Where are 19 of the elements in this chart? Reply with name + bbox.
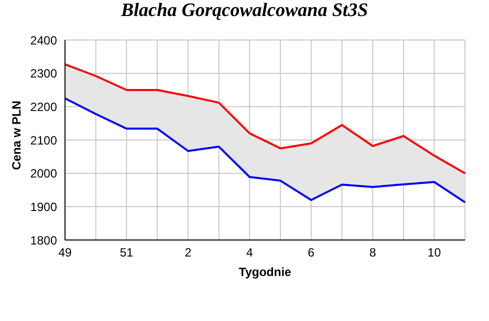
x-tick-label: 6 bbox=[308, 246, 315, 260]
x-tick-label: 49 bbox=[58, 246, 72, 260]
chart-title: Blacha Gorącowalcowana St3S bbox=[120, 0, 370, 22]
y-tick-label: 2200 bbox=[30, 100, 58, 114]
line-series bbox=[64, 97, 466, 204]
y-tick-label: 2300 bbox=[30, 66, 58, 81]
x-tick-label: 2 bbox=[184, 246, 192, 260]
y-tick-label: 2100 bbox=[30, 133, 58, 148]
y-tick-label: 1800 bbox=[30, 233, 58, 248]
y-tick-label: 2000 bbox=[30, 166, 58, 181]
x-tick-label: 10 bbox=[428, 246, 442, 260]
x-tick-label: 4 bbox=[246, 246, 254, 260]
y-tick-label: 1900 bbox=[30, 200, 58, 214]
y-axis-title: Cena w PLN bbox=[9, 100, 24, 170]
x-tick-label: 51 bbox=[120, 246, 134, 260]
x-axis-title: Tygodnie bbox=[238, 265, 292, 279]
line-series bbox=[64, 63, 466, 174]
y-tick-label: 2400 bbox=[30, 33, 58, 48]
x-tick-label: 8 bbox=[369, 246, 376, 260]
